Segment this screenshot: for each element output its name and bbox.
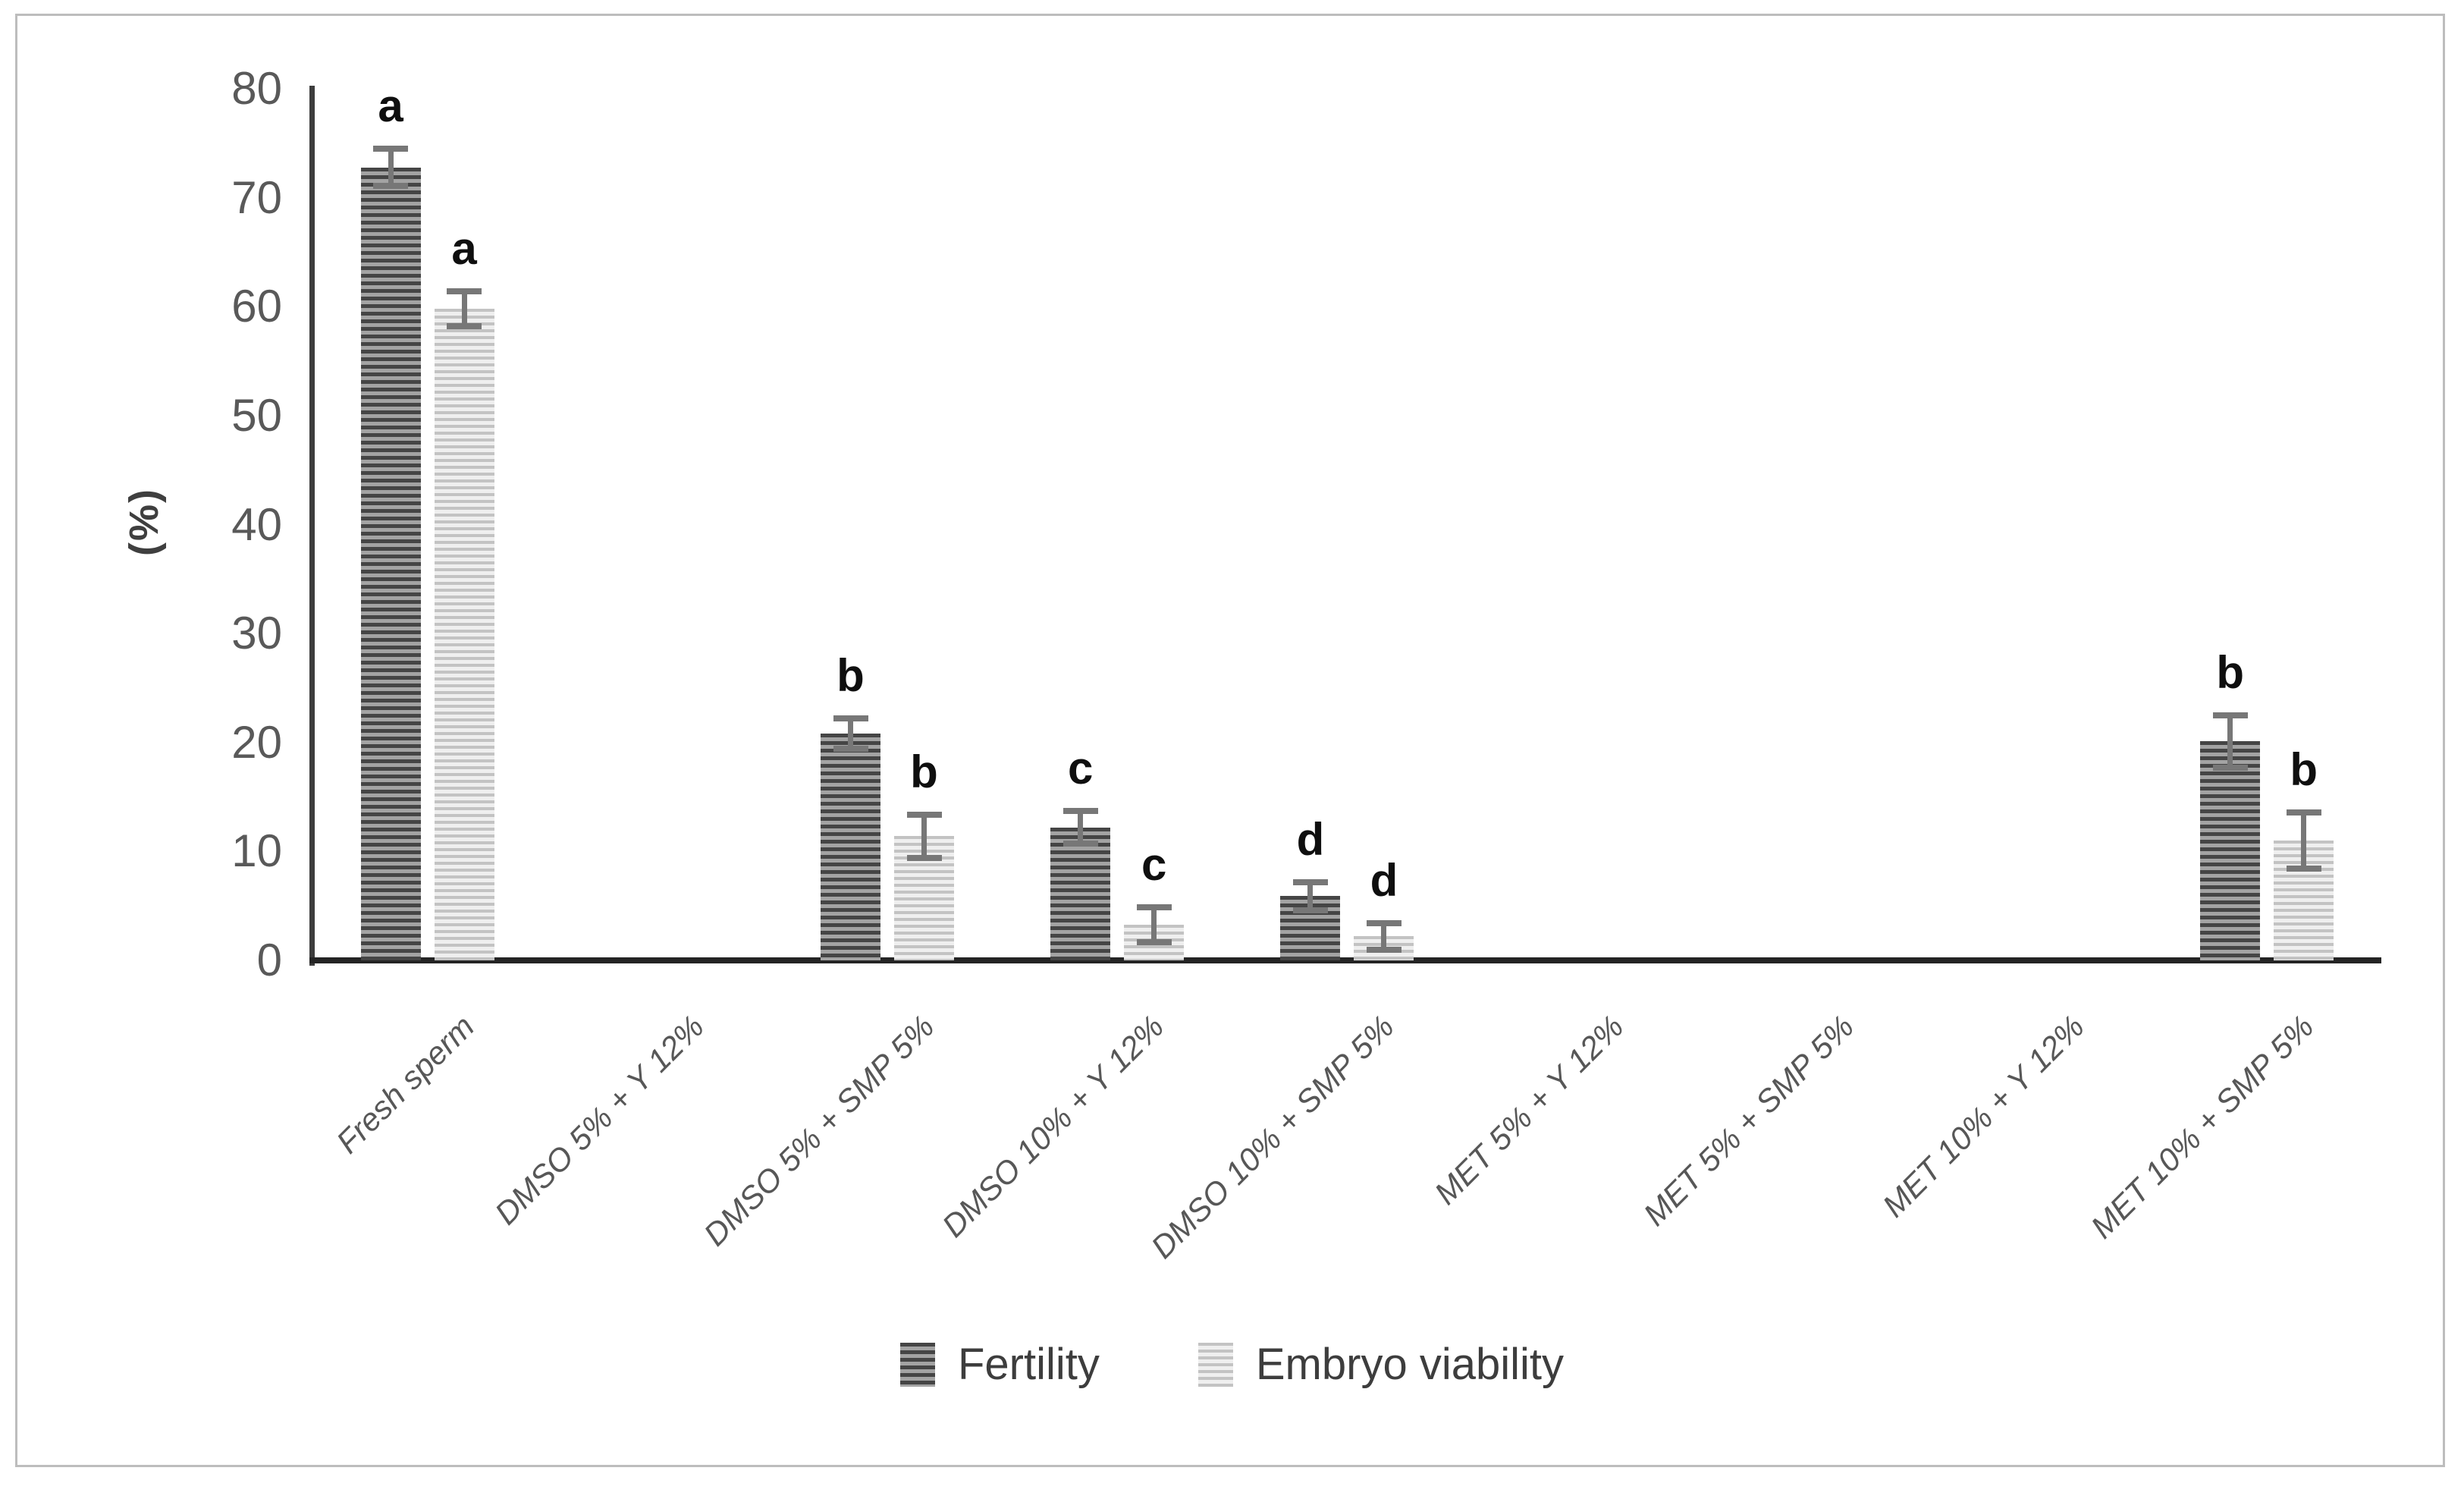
significance-letter: c [1141,838,1167,890]
error-bar-top-cap [447,288,482,295]
error-bar-stem [848,718,853,750]
y-tick-label: 70 [231,171,282,223]
y-tick-label: 10 [231,825,282,877]
error-bar-top-cap [1292,878,1328,885]
y-tick-label: 40 [231,498,282,550]
error-bar-bottom-cap [373,183,409,189]
y-tick-label: 60 [231,281,282,332]
significance-letter: b [837,650,865,702]
error-bar-bottom-cap [906,855,942,862]
error-bar-stem [1307,881,1314,910]
error-bar-stem [461,291,467,327]
error-bar-top-cap [906,811,942,818]
y-axis-line [309,86,315,966]
legend-label: Embryo viability [1255,1340,1564,1389]
bar-fertility [2200,741,2261,960]
legend-item-embryo-viability: Embryo viability [1197,1340,1564,1389]
legend: Fertility Embryo viability [0,1341,2464,1388]
y-tick-label: 30 [231,608,282,659]
y-tick-label: 20 [231,716,282,768]
error-bar-top-cap [833,715,868,722]
error-bar-bottom-cap [1292,907,1328,913]
bar-fertility [821,734,880,960]
error-bar-bottom-cap [1136,938,1172,945]
error-bar-stem [2227,715,2233,768]
error-bar-stem [2301,812,2307,869]
x-axis-line [309,957,2381,963]
significance-letter: d [1370,855,1398,907]
bar-embryo-viability [434,309,494,960]
y-tick-label: 0 [256,935,282,985]
error-bar-stem [921,814,927,858]
significance-letter: a [378,80,403,132]
bar-fertility [1050,827,1111,960]
legend-swatch-embryo-viability [1197,1343,1233,1387]
error-bar-stem [1151,907,1157,942]
y-tick-label: 50 [231,390,282,441]
error-bar-top-cap [2212,712,2248,718]
error-bar-top-cap [1063,808,1098,815]
significance-letter: b [2216,646,2245,698]
significance-letter: c [1068,743,1094,794]
error-bar-stem [388,149,394,186]
significance-letter: d [1296,813,1325,865]
error-bar-bottom-cap [833,746,868,753]
y-tick-label: 80 [231,63,282,115]
error-bar-stem [1381,923,1387,950]
error-bar-top-cap [2286,809,2321,815]
error-bar-bottom-cap [1063,841,1098,847]
legend-label: Fertility [957,1340,1100,1389]
error-bar-stem [1078,811,1084,844]
significance-letter: a [451,223,477,275]
significance-letter: b [2290,743,2318,795]
error-bar-bottom-cap [2286,866,2321,872]
legend-item-fertility: Fertility [899,1340,1100,1389]
significance-letter: b [910,746,938,797]
bar-fertility [360,167,421,960]
error-bar-bottom-cap [1366,946,1401,953]
legend-swatch-fertility [899,1343,935,1387]
error-bar-top-cap [1136,903,1172,910]
error-bar-top-cap [373,146,409,152]
error-bar-bottom-cap [2212,764,2248,771]
error-bar-top-cap [1366,920,1401,927]
error-bar-bottom-cap [447,323,482,330]
